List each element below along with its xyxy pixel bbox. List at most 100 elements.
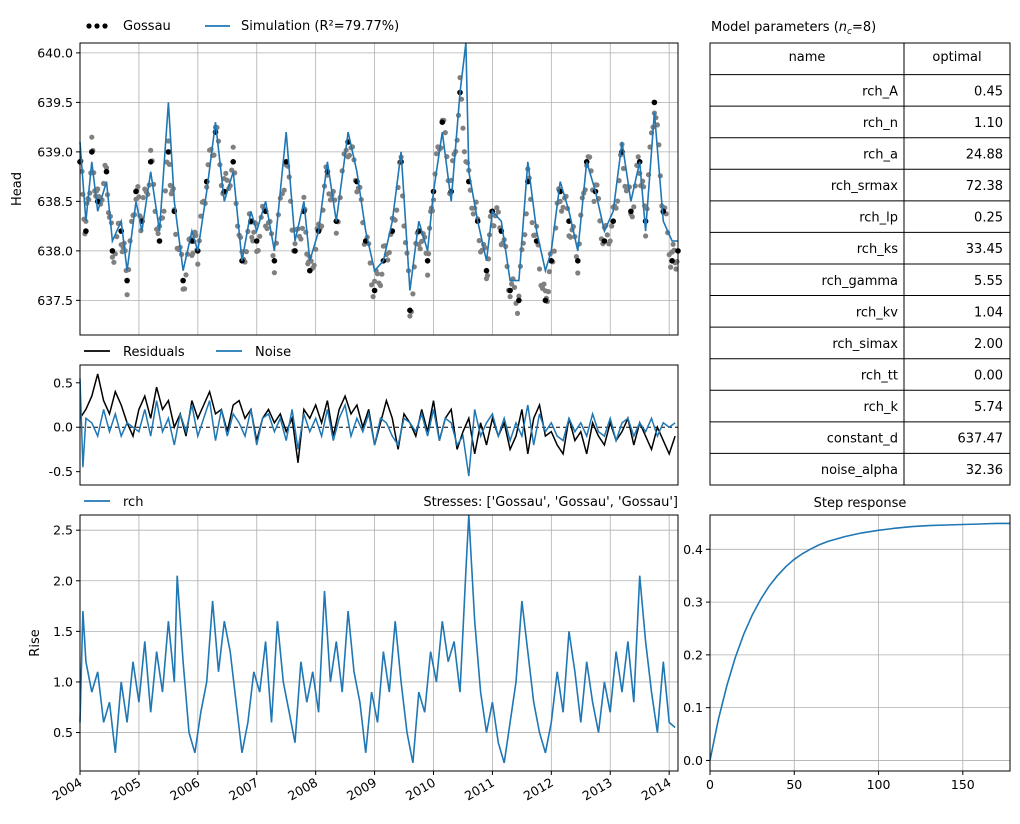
observed-interp-point: [255, 247, 261, 254]
residuals-panel: -0.5 0.0 0.5: [49, 364, 679, 486]
observed-interp-point: [635, 154, 641, 160]
observed-interp-point: [370, 294, 376, 300]
observed-interp-point: [536, 266, 543, 272]
observed-interp-point: [615, 198, 621, 204]
observed-interp-point: [281, 187, 287, 193]
residuals-y-tick-label: -0.5: [49, 464, 73, 479]
observed-interp-point: [374, 271, 381, 277]
observed-interp-point: [190, 250, 196, 256]
observed-interp-point: [333, 230, 339, 236]
observed-interp-point: [407, 313, 413, 319]
year-tick-label: 2011: [462, 775, 497, 804]
observed-point: [628, 208, 634, 215]
residuals-legend: Residuals Noise: [84, 345, 291, 360]
observed-interp-point: [567, 234, 574, 240]
observed-interp-point: [514, 310, 521, 316]
observed-interp-point: [372, 278, 378, 284]
observed-interp-point: [251, 229, 257, 235]
observed-point: [371, 287, 378, 294]
observed-point: [283, 159, 290, 165]
rch-y-tick-label: 2.0: [53, 573, 73, 588]
residuals-legend-label: Residuals: [123, 345, 185, 360]
rch-y-tick-label: 1.5: [53, 624, 73, 639]
observed-interp-point: [377, 282, 384, 289]
param-value: 2.00: [974, 337, 1003, 352]
observed-interp-point: [394, 207, 400, 213]
year-tick-label: 2005: [108, 775, 143, 804]
param-value: 32.36: [966, 463, 1003, 478]
observed-interp-point: [461, 149, 467, 155]
observed-interp-point: [668, 264, 674, 270]
observed-interp-point: [193, 232, 199, 238]
observed-point: [610, 218, 616, 224]
year-tick-label: 2007: [226, 775, 261, 804]
param-name: rch_A: [862, 84, 898, 99]
observed-interp-point: [495, 209, 501, 215]
year-tick-label: 2006: [167, 775, 202, 804]
rch-y-tick-label: 0.5: [53, 725, 73, 740]
observed-interp-point: [673, 266, 679, 272]
step-x-tick-label: 150: [951, 777, 975, 792]
observed-interp-point: [620, 165, 627, 172]
observed-interp-point: [491, 223, 497, 229]
observed-legend-marker: [86, 23, 108, 29]
observed-interp-point: [386, 249, 392, 256]
observed-interp-point: [83, 218, 89, 224]
observed-interp-point: [609, 223, 615, 229]
observed-interp-point: [124, 292, 130, 298]
observed-point: [669, 258, 675, 264]
noise-legend-label: Noise: [255, 345, 291, 360]
head-simulation-line: [79, 42, 678, 291]
table-header-name: name: [789, 50, 826, 65]
observed-interp-point: [573, 254, 580, 260]
observed-point: [271, 258, 278, 264]
observed-interp-point: [165, 138, 171, 144]
observed-interp-point: [182, 286, 188, 292]
rch-gridlines: [79, 515, 678, 771]
observed-interp-point: [367, 260, 373, 266]
param-value: 1.10: [974, 116, 1003, 131]
head-panel: 637.5 638.0 638.5 639.0 639.5 640.0 Head: [10, 42, 681, 336]
observed-interp-point: [327, 197, 333, 203]
observed-interp-point: [613, 205, 619, 211]
observed-interp-point: [89, 134, 95, 140]
head-y-tick-label: 638.5: [37, 194, 73, 209]
param-value: 72.38: [966, 179, 1003, 194]
rch-legend: rch Stresses: ['Gossau', 'Gossau', 'Goss…: [84, 495, 678, 510]
step-y-tick-label: 0.1: [683, 700, 703, 715]
observed-interp-point: [629, 214, 635, 220]
observed-interp-point: [385, 257, 391, 263]
year-tick-label: 2013: [580, 775, 615, 804]
observed-interp-point: [511, 284, 518, 290]
step-x-ticks: 0 50 100 150: [706, 771, 975, 792]
observed-interp-point: [195, 261, 201, 267]
param-value: 0.25: [974, 211, 1003, 226]
param-name: rch_lp: [859, 211, 898, 226]
param-name: rch_tt: [861, 368, 898, 383]
rch-y-tick-label: 2.5: [53, 523, 73, 538]
observed-interp-point: [96, 194, 102, 200]
year-tick-label: 2008: [285, 775, 320, 804]
param-value: 24.88: [966, 147, 1003, 162]
observed-interp-point: [155, 230, 161, 237]
param-name: rch_k: [864, 400, 899, 415]
observed-interp-point: [607, 238, 613, 244]
head-legend: Gossau Simulation (R²=79.77%): [86, 19, 399, 34]
observed-interp-point: [674, 259, 680, 265]
observed-point: [542, 297, 549, 304]
observed-legend-label: Gossau: [123, 19, 171, 34]
step-response-panel: Step response 0.0 0.1 0.2 0.3 0.4 0 50 100 150: [683, 496, 1011, 792]
observed-interp-point: [545, 289, 552, 295]
observed-interp-point: [541, 281, 547, 287]
observed-interp-point: [136, 194, 142, 200]
observed-interp-point: [135, 184, 141, 190]
param-value: 5.74: [974, 400, 1003, 415]
observed-interp-point: [591, 198, 597, 204]
observed-point: [89, 149, 95, 155]
observed-interp-point: [594, 182, 600, 188]
observed-point: [407, 307, 413, 314]
observed-interp-point: [575, 270, 581, 276]
head-y-ticks: 637.5 638.0 638.5 639.0 639.5 640.0: [37, 45, 80, 308]
observed-point: [147, 159, 154, 165]
observed-point: [292, 248, 298, 254]
